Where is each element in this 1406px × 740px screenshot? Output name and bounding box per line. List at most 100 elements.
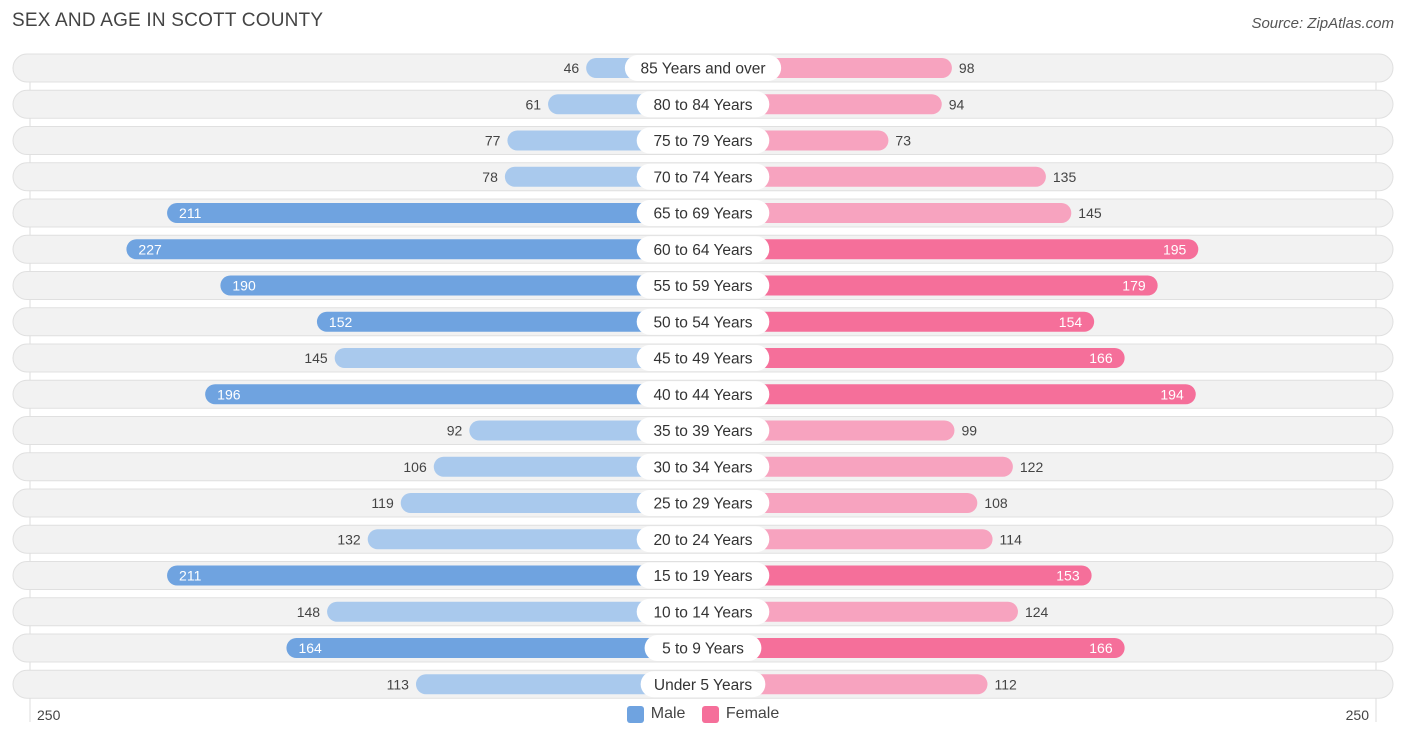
value-label-female: 194	[1160, 386, 1184, 402]
value-label-female: 135	[1053, 169, 1077, 185]
value-label-female: 94	[949, 96, 965, 112]
bar-male	[316, 311, 703, 332]
value-label-male: 145	[304, 350, 328, 366]
category-label: 80 to 84 Years	[653, 97, 752, 114]
bar-female	[703, 166, 1046, 187]
value-label-female: 124	[1025, 604, 1049, 620]
bar-male	[400, 493, 703, 513]
category-label: 5 to 9 Years	[662, 641, 744, 658]
bar-male	[367, 529, 703, 550]
bar-female	[703, 493, 978, 513]
bar-female	[703, 239, 1199, 260]
value-label-female: 195	[1163, 241, 1187, 257]
category-label-pill	[636, 417, 770, 444]
bar-female	[703, 203, 1072, 223]
value-label-male: 92	[447, 423, 463, 439]
value-label-female: 99	[961, 423, 977, 439]
value-label-male: 196	[217, 386, 241, 402]
value-label-female: 122	[1020, 459, 1044, 475]
category-label: 20 to 24 Years	[653, 532, 752, 549]
bar-female	[703, 456, 1013, 477]
value-label-male: 211	[179, 205, 202, 221]
value-label-male: 106	[403, 459, 427, 475]
value-label-female: 179	[1122, 278, 1146, 294]
category-label: 10 to 14 Years	[653, 604, 752, 621]
bar-female	[703, 529, 993, 550]
value-label-male: 46	[564, 60, 580, 76]
category-label-pill	[636, 381, 770, 408]
value-label-male: 152	[329, 314, 353, 330]
category-label: 45 to 49 Years	[653, 351, 752, 368]
category-label: 30 to 34 Years	[653, 459, 752, 476]
category-label: 35 to 39 Years	[653, 423, 752, 440]
category-label: 65 to 69 Years	[653, 206, 752, 223]
axis-left-label: 250	[37, 707, 61, 723]
category-label-pill	[636, 236, 770, 263]
value-label-female: 108	[984, 495, 1008, 511]
value-label-male: 77	[485, 133, 501, 149]
category-label: 70 to 74 Years	[653, 169, 752, 186]
value-label-male: 78	[482, 169, 498, 185]
source-note: Source: ZipAtlas.com	[1251, 15, 1394, 32]
value-label-female: 166	[1089, 640, 1113, 656]
legend-label-female: Female	[725, 705, 780, 722]
category-label: 75 to 79 Years	[653, 133, 752, 150]
category-label-pill	[636, 453, 770, 480]
category-label-pill	[636, 345, 770, 371]
category-label-pill	[624, 55, 782, 81]
bar-female	[703, 348, 1125, 368]
value-label-female: 153	[1056, 568, 1080, 584]
category-label: 60 to 64 Years	[653, 242, 752, 259]
category-label-pill	[644, 635, 762, 661]
value-label-female: 98	[959, 60, 975, 76]
value-label-female: 145	[1078, 205, 1102, 221]
value-label-female: 114	[1000, 531, 1023, 547]
category-label-pill	[636, 562, 770, 589]
bar-female	[703, 638, 1125, 658]
bar-female	[703, 311, 1095, 332]
legend: Male Female	[0, 705, 1406, 728]
value-label-male: 164	[298, 640, 322, 656]
value-label-male: 227	[138, 241, 162, 257]
bar-male	[334, 348, 703, 368]
value-label-female: 166	[1089, 350, 1113, 366]
bar-male	[220, 275, 703, 296]
value-label-male: 211	[179, 568, 202, 584]
value-label-male: 119	[371, 495, 394, 511]
bar-male	[126, 239, 704, 260]
bar-female	[703, 565, 1092, 586]
bar-female	[703, 601, 1018, 622]
category-label-pill	[636, 308, 770, 335]
category-label-pill	[640, 671, 766, 698]
category-label: 25 to 29 Years	[653, 496, 752, 513]
bar-female	[703, 384, 1196, 405]
chart-title: SEX AND AGE IN SCOTT COUNTY	[12, 10, 324, 31]
category-label-pill	[636, 272, 770, 299]
value-label-male: 190	[232, 278, 256, 294]
value-label-female: 73	[895, 133, 911, 149]
bar-male	[167, 203, 703, 223]
legend-item-male: Male	[626, 705, 686, 723]
bar-female	[703, 674, 988, 695]
legend-swatch-female	[701, 705, 719, 723]
legend-label-male: Male	[650, 705, 686, 722]
bar-male	[286, 638, 703, 658]
bar-female	[703, 275, 1158, 296]
value-label-female: 112	[994, 676, 1017, 692]
value-label-male: 113	[387, 676, 410, 692]
category-label: 85 Years and over	[641, 61, 766, 78]
category-label: 50 to 54 Years	[653, 314, 752, 331]
category-label-pill	[636, 526, 770, 553]
bar-male	[167, 565, 703, 586]
legend-item-female: Female	[701, 705, 780, 723]
category-label: 40 to 44 Years	[653, 387, 752, 404]
bar-male	[415, 674, 703, 695]
category-label-pill	[636, 127, 770, 154]
legend-swatch-male	[626, 705, 644, 723]
axis-right-label: 250	[1345, 707, 1369, 723]
category-label-pill	[636, 91, 770, 118]
category-label-pill	[636, 200, 770, 226]
value-label-female: 154	[1059, 314, 1083, 330]
value-label-male: 148	[297, 604, 321, 620]
